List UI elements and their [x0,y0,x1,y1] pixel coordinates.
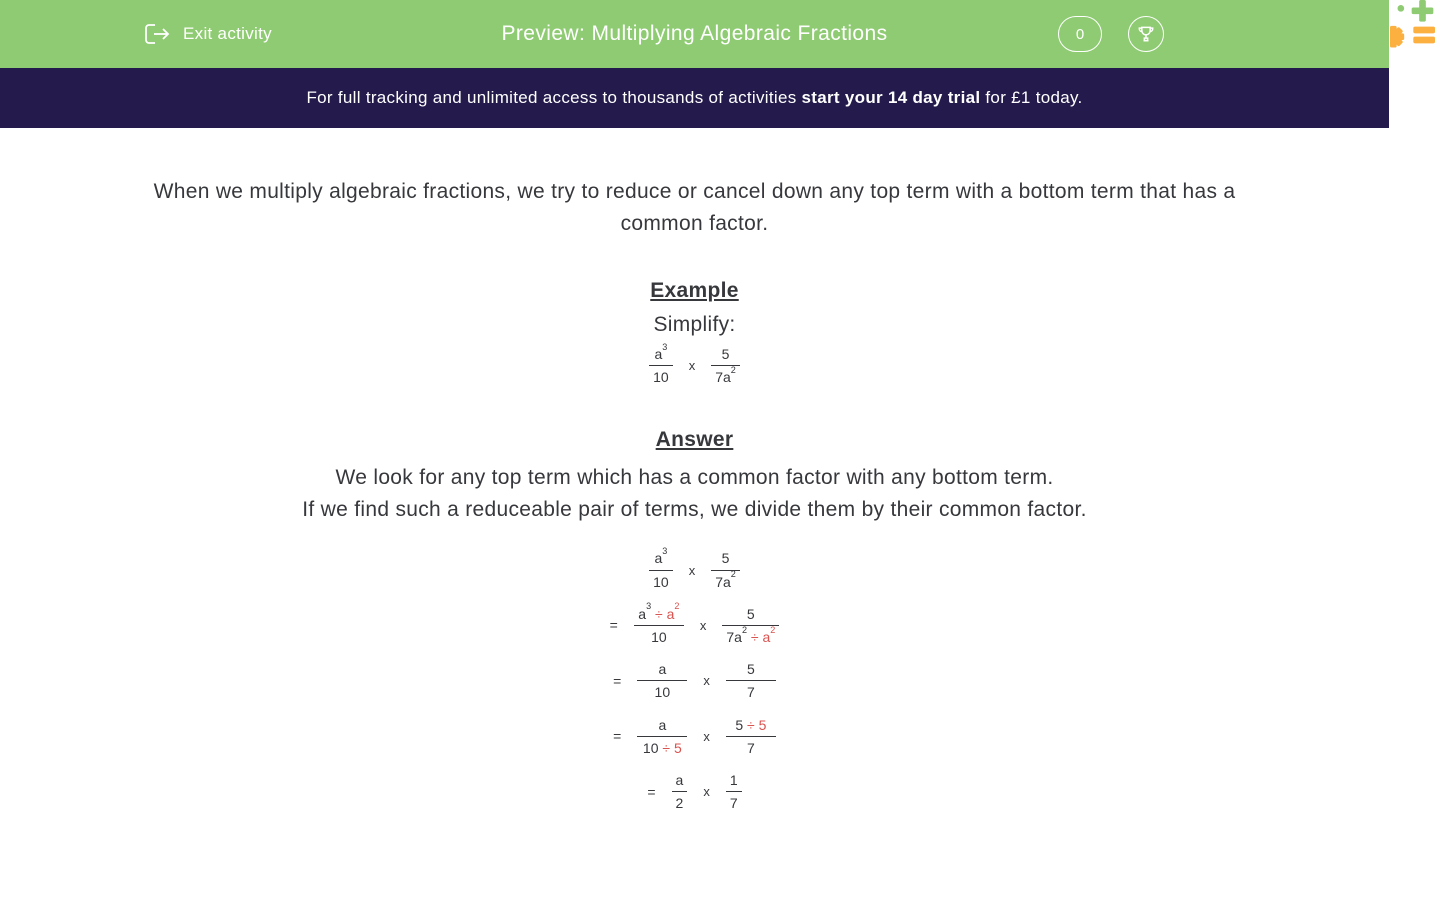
lesson-content: When we multiply algebraic fractions, we… [0,128,1389,812]
worked-step: = a 10 x 5 7 [140,660,1249,701]
fraction: a3 10 [649,345,673,386]
answer-text-1: We look for any top term which has a com… [140,462,1249,494]
exit-label: Exit activity [183,24,272,44]
trophy-button[interactable] [1128,16,1164,52]
page-title: Preview: Multiplying Algebraic Fractions [502,22,888,46]
exit-activity-button[interactable]: Exit activity [145,23,272,45]
score-badge[interactable]: 0 [1058,16,1102,52]
header-badges: 0 [1058,16,1164,52]
trophy-icon [1136,24,1156,44]
worked-step: = a 10 ÷ 5 x 5 ÷ 5 7 [140,716,1249,757]
trial-banner[interactable]: For full tracking and unlimited access t… [0,68,1389,128]
banner-bold: start your 14 day trial [802,88,981,107]
header-bar: Exit activity Preview: Multiplying Algeb… [0,0,1389,68]
answer-heading: Answer [140,428,1249,452]
fraction: 5 7a2 [711,345,740,386]
answer-text-2: If we find such a reduceable pair of ter… [140,494,1249,526]
simplify-label: Simplify: [140,313,1249,337]
intro-text: When we multiply algebraic fractions, we… [140,176,1249,239]
banner-suffix: for £1 today. [980,88,1082,107]
multiply-symbol: x [689,358,696,373]
example-heading: Example [140,279,1249,303]
worked-step: = a 2 x 1 7 [140,771,1249,812]
exit-icon [145,23,171,45]
worked-step: = a3 ÷ a2 10 x 5 7a2 ÷ a2 [140,605,1249,646]
worked-step: a3 10 x 5 7a2 [140,549,1249,590]
problem-expression: a3 10 x 5 7a2 [140,345,1249,386]
banner-prefix: For full tracking and unlimited access t… [306,88,801,107]
brand-logo-icon [1390,0,1440,50]
